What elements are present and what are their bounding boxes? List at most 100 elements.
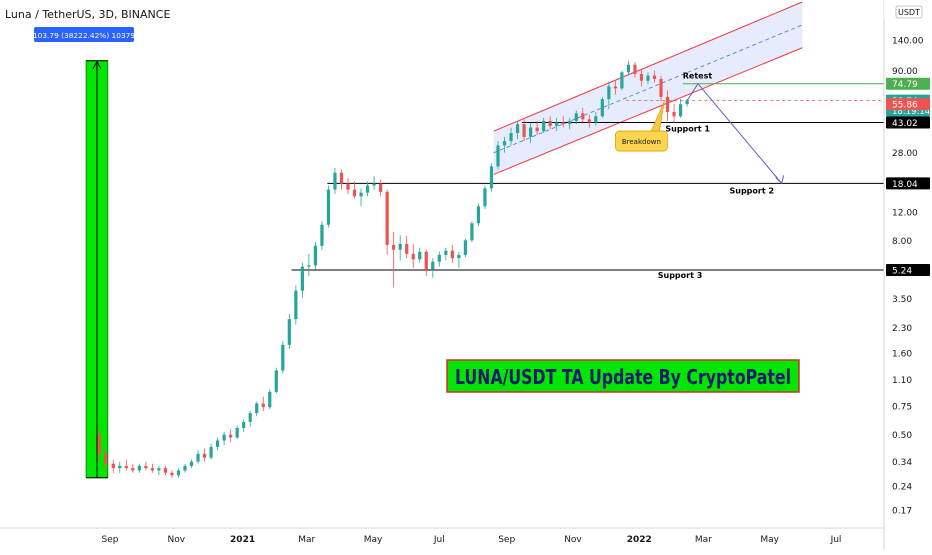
channel-lower-line xyxy=(493,47,803,175)
channel-fill xyxy=(493,2,803,175)
candle-body xyxy=(515,124,520,134)
candle-body xyxy=(476,206,481,224)
candle-body xyxy=(678,104,683,117)
price-tag-label: 18.04 xyxy=(892,180,918,190)
unit-label: USDT xyxy=(898,8,920,17)
candle-body xyxy=(111,463,115,469)
title-text: LUNA/USDT TA Update By CryptoPatel xyxy=(455,365,791,389)
measure-label: 103.79 (38222.42%) 10379 xyxy=(33,31,135,40)
x-tick-label: 2022 xyxy=(627,535,652,545)
candle-body xyxy=(281,344,285,371)
y-tick-label: 0.50 xyxy=(892,431,912,441)
y-tick-label: 90.00 xyxy=(892,67,918,77)
support-3-label: Support 3 xyxy=(658,271,703,280)
candle-body xyxy=(600,99,604,117)
candle-body xyxy=(405,243,409,254)
support-2-label: Support 2 xyxy=(729,186,774,195)
candle-body xyxy=(450,250,454,259)
candle-body xyxy=(300,266,304,291)
y-tick-label: 8.00 xyxy=(892,237,912,247)
candle-body xyxy=(581,113,585,120)
candle-body xyxy=(574,113,578,121)
x-tick-label: Mar xyxy=(695,535,712,545)
candle-body xyxy=(659,79,663,97)
candle-body xyxy=(255,403,259,414)
breakdown-label: Breakdown xyxy=(622,138,661,146)
candle-body xyxy=(646,75,650,81)
candle-body xyxy=(124,465,128,469)
candle-body xyxy=(672,111,676,117)
candle-body xyxy=(463,240,467,255)
price-tag-box xyxy=(886,263,930,276)
x-tick-label: Nov xyxy=(168,535,186,545)
price-tag-box xyxy=(886,77,930,90)
support-1-label: Support 1 xyxy=(665,124,710,133)
candle-body xyxy=(307,265,311,267)
candle-body xyxy=(665,96,670,112)
projection-arrow-head xyxy=(775,175,785,185)
candle-body xyxy=(437,254,441,262)
candle-body xyxy=(339,172,344,184)
annotations-layer: Retest Support 1 Support 2 Support 3 Breakdo… xyxy=(614,72,785,280)
price-tag-box xyxy=(886,98,930,111)
x-tick-label: Nov xyxy=(564,535,582,545)
candle-body xyxy=(411,253,415,260)
candle-body xyxy=(118,465,122,469)
projection-path xyxy=(686,82,783,184)
y-tick-label: 1.10 xyxy=(892,376,912,386)
candle-body xyxy=(294,290,298,320)
x-tick-label: May xyxy=(364,535,383,545)
x-tick-label: Sep xyxy=(498,535,515,545)
candle-body xyxy=(489,166,494,189)
y-tick-label: 0.75 xyxy=(892,403,912,413)
candle-body xyxy=(483,188,487,207)
y-tick-label: 0.24 xyxy=(892,483,912,493)
candle-body xyxy=(398,243,402,250)
candle-body xyxy=(594,116,598,123)
candle-body xyxy=(509,133,513,142)
price-tag-label: 5.24 xyxy=(892,266,912,276)
y-tick-label: 2.30 xyxy=(892,324,912,334)
title-banner xyxy=(446,359,800,393)
candle-body xyxy=(457,254,461,259)
candle-body xyxy=(157,468,161,471)
measure-label-box xyxy=(34,27,134,42)
candle-body xyxy=(365,185,370,193)
candle-body xyxy=(222,434,226,441)
x-tick-label: May xyxy=(760,535,779,545)
price-tag-label: 74.79 xyxy=(892,80,918,90)
candle-body xyxy=(202,453,207,458)
candle-body xyxy=(189,461,194,466)
y-tick-label: 3.50 xyxy=(892,295,912,305)
candle-body xyxy=(176,470,181,476)
candle-body xyxy=(555,122,559,126)
candle-body xyxy=(379,183,383,192)
candle-body xyxy=(215,440,220,447)
candle-body xyxy=(542,120,546,132)
x-tick-label: Jul xyxy=(830,535,842,545)
time-axis[interactable]: Sep Nov 2021 Mar May Jul Sep Nov 2022 Mar May Jul xyxy=(102,535,842,545)
x-tick-label: Mar xyxy=(298,535,315,545)
candle-body xyxy=(444,250,448,255)
candle-body xyxy=(229,434,233,438)
candle-body xyxy=(502,141,507,146)
x-tick-label: Jul xyxy=(433,535,445,545)
candle-body xyxy=(561,122,565,125)
candle-body xyxy=(287,319,291,345)
candle-body xyxy=(333,172,337,190)
candle-body xyxy=(431,261,435,270)
candle-body xyxy=(97,434,101,454)
candle-body xyxy=(209,446,213,458)
candle-body xyxy=(268,391,272,408)
price-tag-label: 55.86 xyxy=(892,101,918,111)
candle-body xyxy=(261,403,265,408)
candle-body xyxy=(196,453,200,462)
unit-label-box xyxy=(895,5,923,19)
symbol-title: Luna / TetherUS, 3D, BINANCE xyxy=(5,8,170,21)
price-tag-label: 43.02 xyxy=(892,119,918,129)
candle-body xyxy=(170,472,174,476)
candle-body xyxy=(626,64,631,73)
candle-body xyxy=(613,86,617,89)
